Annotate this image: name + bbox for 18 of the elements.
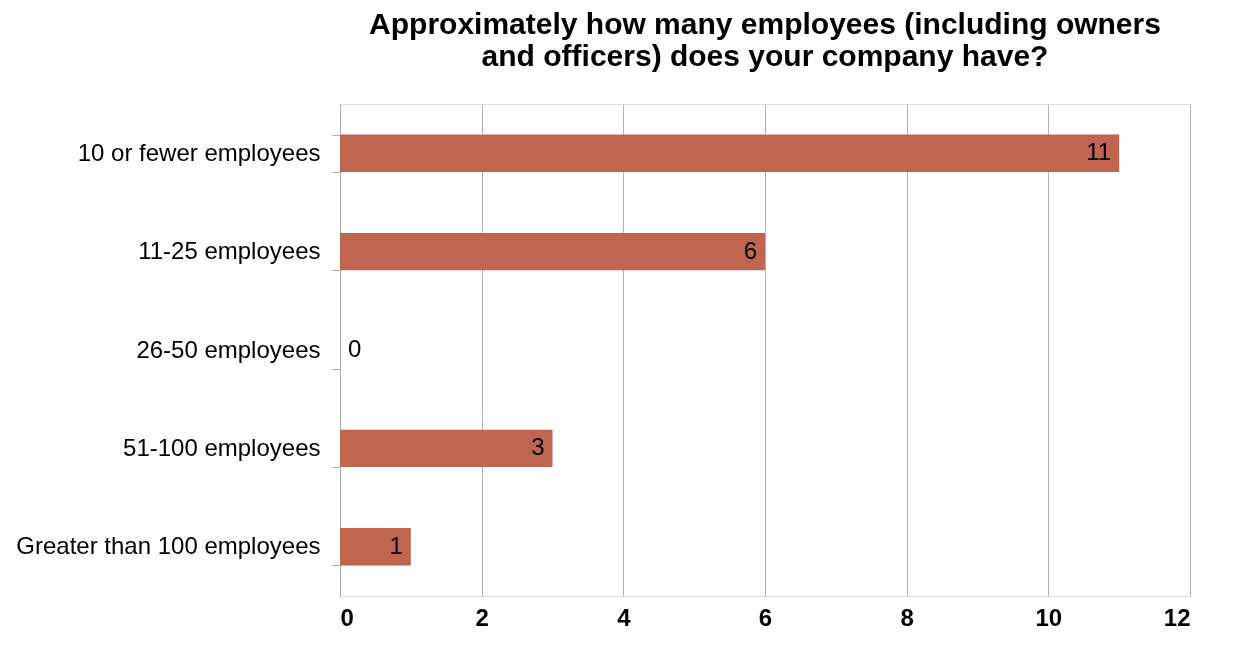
data-label: 6 [743,236,757,264]
x-tick-label: 2 [475,603,489,631]
x-tick-label: 0 [340,603,354,631]
x-tick-label: 6 [758,603,773,631]
data-label: 3 [531,433,545,461]
data-label: 1 [389,531,403,559]
x-tick-label: 4 [617,603,632,631]
y-tick-label: 11-25 employees [138,237,321,265]
y-tick-label: Greater than 100 employees [16,532,321,560]
y-tick-label: 51-100 employees [123,433,321,461]
chart-title: Approximately how many employees (including owners and officers) does your company have? [369,7,1161,72]
data-label: 0 [348,335,362,362]
data-label: 11 [1086,138,1112,166]
x-tick-label: 12 [1163,603,1191,631]
x-tick-label: 8 [900,603,914,631]
y-tick-label: 10 or fewer employees [77,138,321,166]
y-tick-label: 26-50 employees [136,335,321,363]
x-tick-label: 10 [1035,603,1063,631]
